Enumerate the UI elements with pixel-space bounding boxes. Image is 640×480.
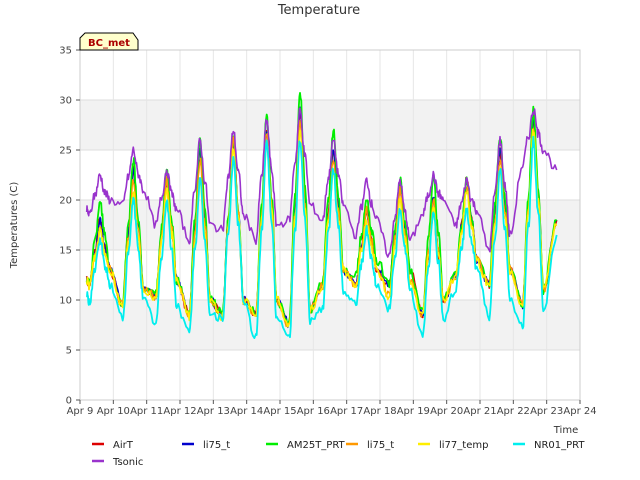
- x-tick-label: Apr 17: [330, 406, 363, 417]
- x-tick-label: Apr 22: [497, 406, 530, 417]
- x-tick-label: Apr 18: [363, 406, 396, 417]
- y-tick-label: 20: [59, 196, 72, 207]
- x-tick-label: Apr 13: [197, 406, 230, 417]
- y-tick-label: 15: [59, 246, 72, 257]
- series-line-am25t_prt-2: [85, 92, 557, 327]
- legend-item: li75_t: [182, 440, 230, 451]
- legend-item: AirT: [92, 440, 134, 451]
- x-tick-label: Apr 20: [430, 406, 463, 417]
- y-tick-label: 25: [59, 146, 72, 157]
- plot-band: [80, 100, 580, 150]
- x-tick-label: Apr 23: [530, 406, 563, 417]
- x-tick-label: Apr 16: [297, 406, 330, 417]
- x-tick-label: Apr 10: [97, 406, 130, 417]
- legend-item: Tsonic: [92, 457, 143, 468]
- legend-label: NR01_PRT: [534, 440, 585, 451]
- legend-label: AirT: [113, 440, 134, 451]
- x-tick-label: Apr 19: [397, 406, 430, 417]
- legend: AirT li75_t AM25T_PRT li75_t li77_temp NR01_P…: [92, 440, 585, 468]
- y-tick-label: 0: [66, 396, 72, 407]
- x-axis-ticks: Apr 9 Apr 10 Apr 11 Apr 12 Apr 13 Apr 14 Apr 1…: [67, 400, 597, 417]
- legend-item: li75_t: [346, 440, 394, 451]
- x-axis-label: Time: [553, 425, 578, 436]
- plot-frame: [79, 49, 581, 401]
- station-label: BC_met: [88, 38, 130, 49]
- x-tick-label: Apr 24: [563, 406, 596, 417]
- x-tick-label: Apr 12: [163, 406, 196, 417]
- series-layer: [85, 92, 558, 339]
- legend-item: NR01_PRT: [513, 440, 585, 451]
- legend-label: li75_t: [203, 440, 230, 451]
- y-tick-label: 10: [59, 296, 72, 307]
- series-line-tsonic-6: [85, 107, 558, 258]
- legend-item: AM25T_PRT: [266, 440, 346, 451]
- legend-item: li77_temp: [418, 440, 488, 451]
- y-axis-label: Temperatures (C): [9, 182, 20, 270]
- legend-label: AM25T_PRT: [287, 440, 346, 451]
- legend-label: li75_t: [367, 440, 394, 451]
- series-line-li77_temp-4: [85, 128, 558, 328]
- x-tick-label: Apr 9: [67, 406, 94, 417]
- legend-label: Tsonic: [112, 457, 143, 468]
- x-tick-label: Apr 21: [463, 406, 496, 417]
- series-line-nr01_prt-5: [85, 135, 558, 339]
- chart-title: Temperature: [277, 3, 360, 18]
- y-tick-label: 30: [59, 96, 72, 107]
- x-tick-label: Apr 14: [230, 406, 263, 417]
- x-tick-label: Apr 15: [263, 406, 296, 417]
- station-badge: BC_met: [79, 32, 139, 51]
- legend-label: li77_temp: [439, 440, 488, 451]
- y-tick-label: 5: [66, 346, 72, 357]
- y-axis-ticks: 0 5 10 15 20 25 30 35: [59, 46, 80, 407]
- x-tick-label: Apr 11: [130, 406, 163, 417]
- plot-band: [80, 300, 580, 350]
- y-tick-label: 35: [59, 46, 72, 57]
